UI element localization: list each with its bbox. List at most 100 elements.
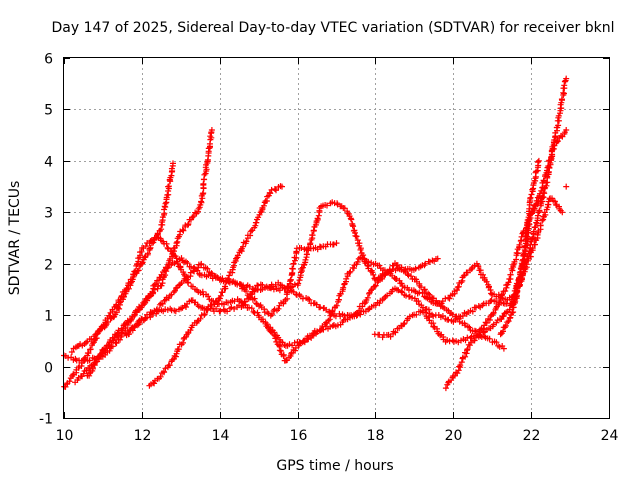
data-point [558, 105, 565, 112]
series-trace-j [442, 75, 570, 392]
data-point [175, 346, 182, 353]
data-point [243, 238, 250, 245]
data-point [526, 248, 533, 255]
data-point [271, 186, 278, 192]
data-point [166, 183, 172, 190]
data-point [457, 362, 464, 369]
data-point [505, 279, 512, 286]
data-point [422, 309, 429, 316]
data-point [277, 347, 284, 354]
data-point [528, 191, 535, 198]
data-point [458, 359, 465, 366]
data-point [154, 306, 161, 313]
data-point [532, 203, 539, 210]
data-point [500, 345, 507, 352]
x-tick-label: 14 [212, 428, 230, 444]
data-point [413, 311, 420, 318]
data-point [460, 272, 467, 279]
data-point [80, 370, 87, 377]
data-point [346, 269, 353, 276]
data-point [507, 314, 514, 321]
data-point [500, 328, 506, 335]
data-point [105, 319, 111, 325]
data-point [250, 308, 257, 315]
data-point [392, 329, 399, 336]
data-point [527, 194, 534, 201]
data-point [525, 214, 532, 221]
data-point [183, 304, 189, 310]
data-point [102, 345, 109, 352]
data-point [197, 315, 204, 322]
y-tick-label: 0 [44, 361, 53, 377]
data-point [309, 232, 316, 238]
data-point [357, 246, 364, 253]
data-point [269, 311, 276, 318]
data-point [547, 160, 554, 166]
data-point [253, 300, 260, 307]
x-tick-label: 16 [290, 428, 308, 444]
data-point [419, 290, 426, 297]
series-trace-l [563, 183, 570, 190]
x-axis-label: GPS time / hours [276, 458, 393, 474]
data-point [563, 75, 570, 82]
data-point [412, 265, 419, 272]
data-point [116, 305, 123, 312]
data-point [208, 270, 215, 277]
data-point [216, 308, 223, 315]
data-point [512, 290, 519, 297]
data-point [263, 283, 270, 290]
data-point [113, 340, 120, 347]
data-point [205, 293, 212, 300]
data-point [295, 280, 302, 287]
data-point [116, 299, 123, 306]
data-point [276, 287, 283, 294]
data-point [527, 241, 534, 248]
data-point [561, 82, 568, 89]
data-point [291, 339, 298, 346]
data-point [365, 306, 372, 313]
data-point [371, 283, 378, 290]
data-point [109, 343, 116, 350]
y-tick-label: -1 [39, 412, 53, 428]
data-point [180, 227, 187, 234]
data-point [353, 312, 360, 319]
x-tick-label: 10 [56, 428, 74, 444]
series-trace-k [497, 157, 542, 338]
data-point [305, 244, 312, 251]
data-point [296, 277, 303, 284]
data-point [170, 289, 177, 296]
data-point [93, 331, 100, 338]
data-point [229, 279, 236, 286]
data-point [561, 78, 568, 85]
data-point [187, 327, 194, 334]
data-point [151, 380, 158, 387]
data-point [333, 302, 340, 309]
data-point [493, 339, 500, 346]
data-point [222, 283, 228, 290]
data-point [395, 287, 402, 294]
data-point [372, 282, 379, 289]
data-point [505, 318, 512, 325]
data-point [190, 213, 197, 220]
data-point [551, 198, 558, 205]
data-point [204, 265, 211, 272]
data-point [330, 241, 337, 248]
data-point [226, 272, 233, 279]
data-point [471, 337, 478, 344]
data-point [252, 285, 259, 292]
data-point [366, 290, 372, 297]
data-point [149, 288, 156, 295]
data-point [365, 258, 372, 265]
data-point [364, 294, 371, 301]
x-tick-label: 18 [367, 428, 385, 444]
y-tick-label: 5 [44, 103, 53, 119]
data-point [246, 294, 253, 301]
data-point [313, 218, 320, 225]
data-point [304, 251, 310, 258]
data-point [217, 292, 224, 299]
data-point [198, 260, 205, 267]
data-point [298, 265, 305, 272]
data-point [422, 260, 429, 267]
data-point [118, 325, 125, 332]
data-point [348, 216, 355, 223]
